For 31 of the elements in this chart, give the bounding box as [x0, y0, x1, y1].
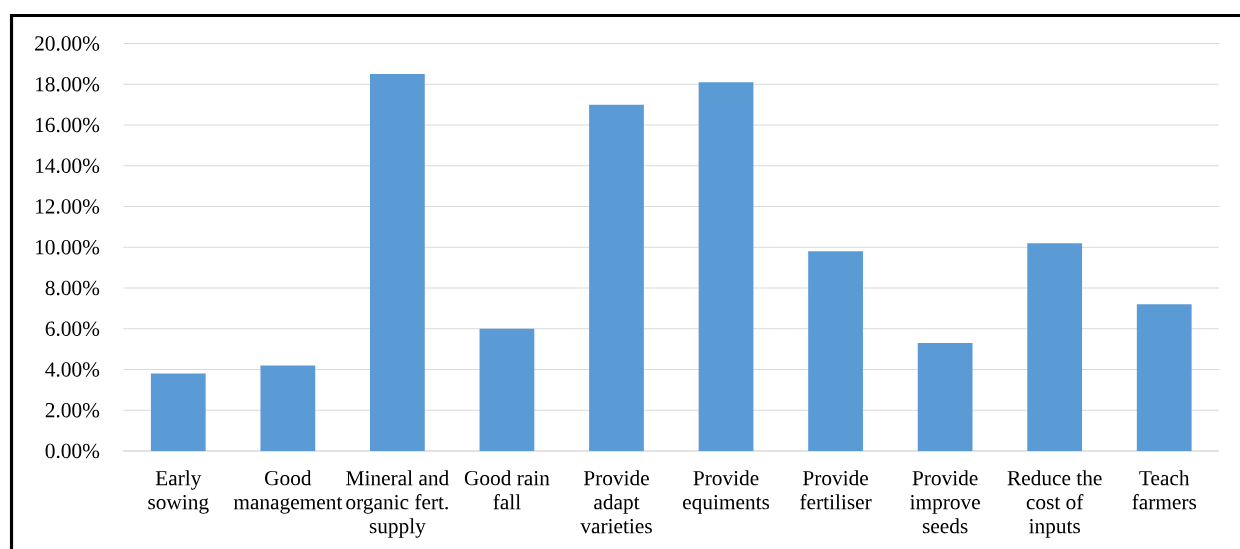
- y-tick-label: 16.00%: [36, 117, 100, 133]
- y-tick-label: 10.00%: [36, 240, 100, 255]
- bar: [808, 251, 863, 451]
- x-tick-label: Provide improve seeds: [910, 470, 980, 534]
- bar: [1136, 304, 1192, 451]
- bar: [917, 343, 973, 451]
- bar: [479, 328, 535, 451]
- x-tick-label: Good management: [233, 470, 343, 514]
- bar: [698, 82, 754, 451]
- y-tick-label: 18.00%: [36, 77, 100, 92]
- y-tick-label: 12.00%: [36, 199, 100, 214]
- x-tick-label: Provide fertiliser: [800, 470, 872, 510]
- bar: [260, 365, 316, 451]
- x-tick-label: Good rain fall: [464, 470, 550, 510]
- y-tick-label: 4.00%: [45, 362, 100, 377]
- bar: [369, 74, 425, 451]
- x-tick-label: Provide adapt varieties: [580, 470, 652, 534]
- y-tick-label: 0.00%: [45, 443, 100, 459]
- x-tick-label: Mineral and organic fert. supply: [346, 470, 449, 538]
- bar: [1027, 243, 1083, 451]
- y-tick-label: 20.00%: [35, 36, 100, 51]
- x-tick-label: Early sowing: [148, 470, 209, 514]
- y-tick-label: 14.00%: [36, 158, 100, 173]
- bar: [150, 373, 206, 451]
- x-tick-label: Reduce the cost of inputs: [1007, 470, 1102, 538]
- y-tick-label: 8.00%: [45, 280, 100, 296]
- bar: [589, 104, 644, 451]
- x-tick-label: Provide equiments: [683, 470, 770, 514]
- x-tick-label: Teach farmers: [1132, 470, 1197, 510]
- y-tick-label: 6.00%: [45, 321, 100, 336]
- y-tick-label: 2.00%: [45, 403, 100, 418]
